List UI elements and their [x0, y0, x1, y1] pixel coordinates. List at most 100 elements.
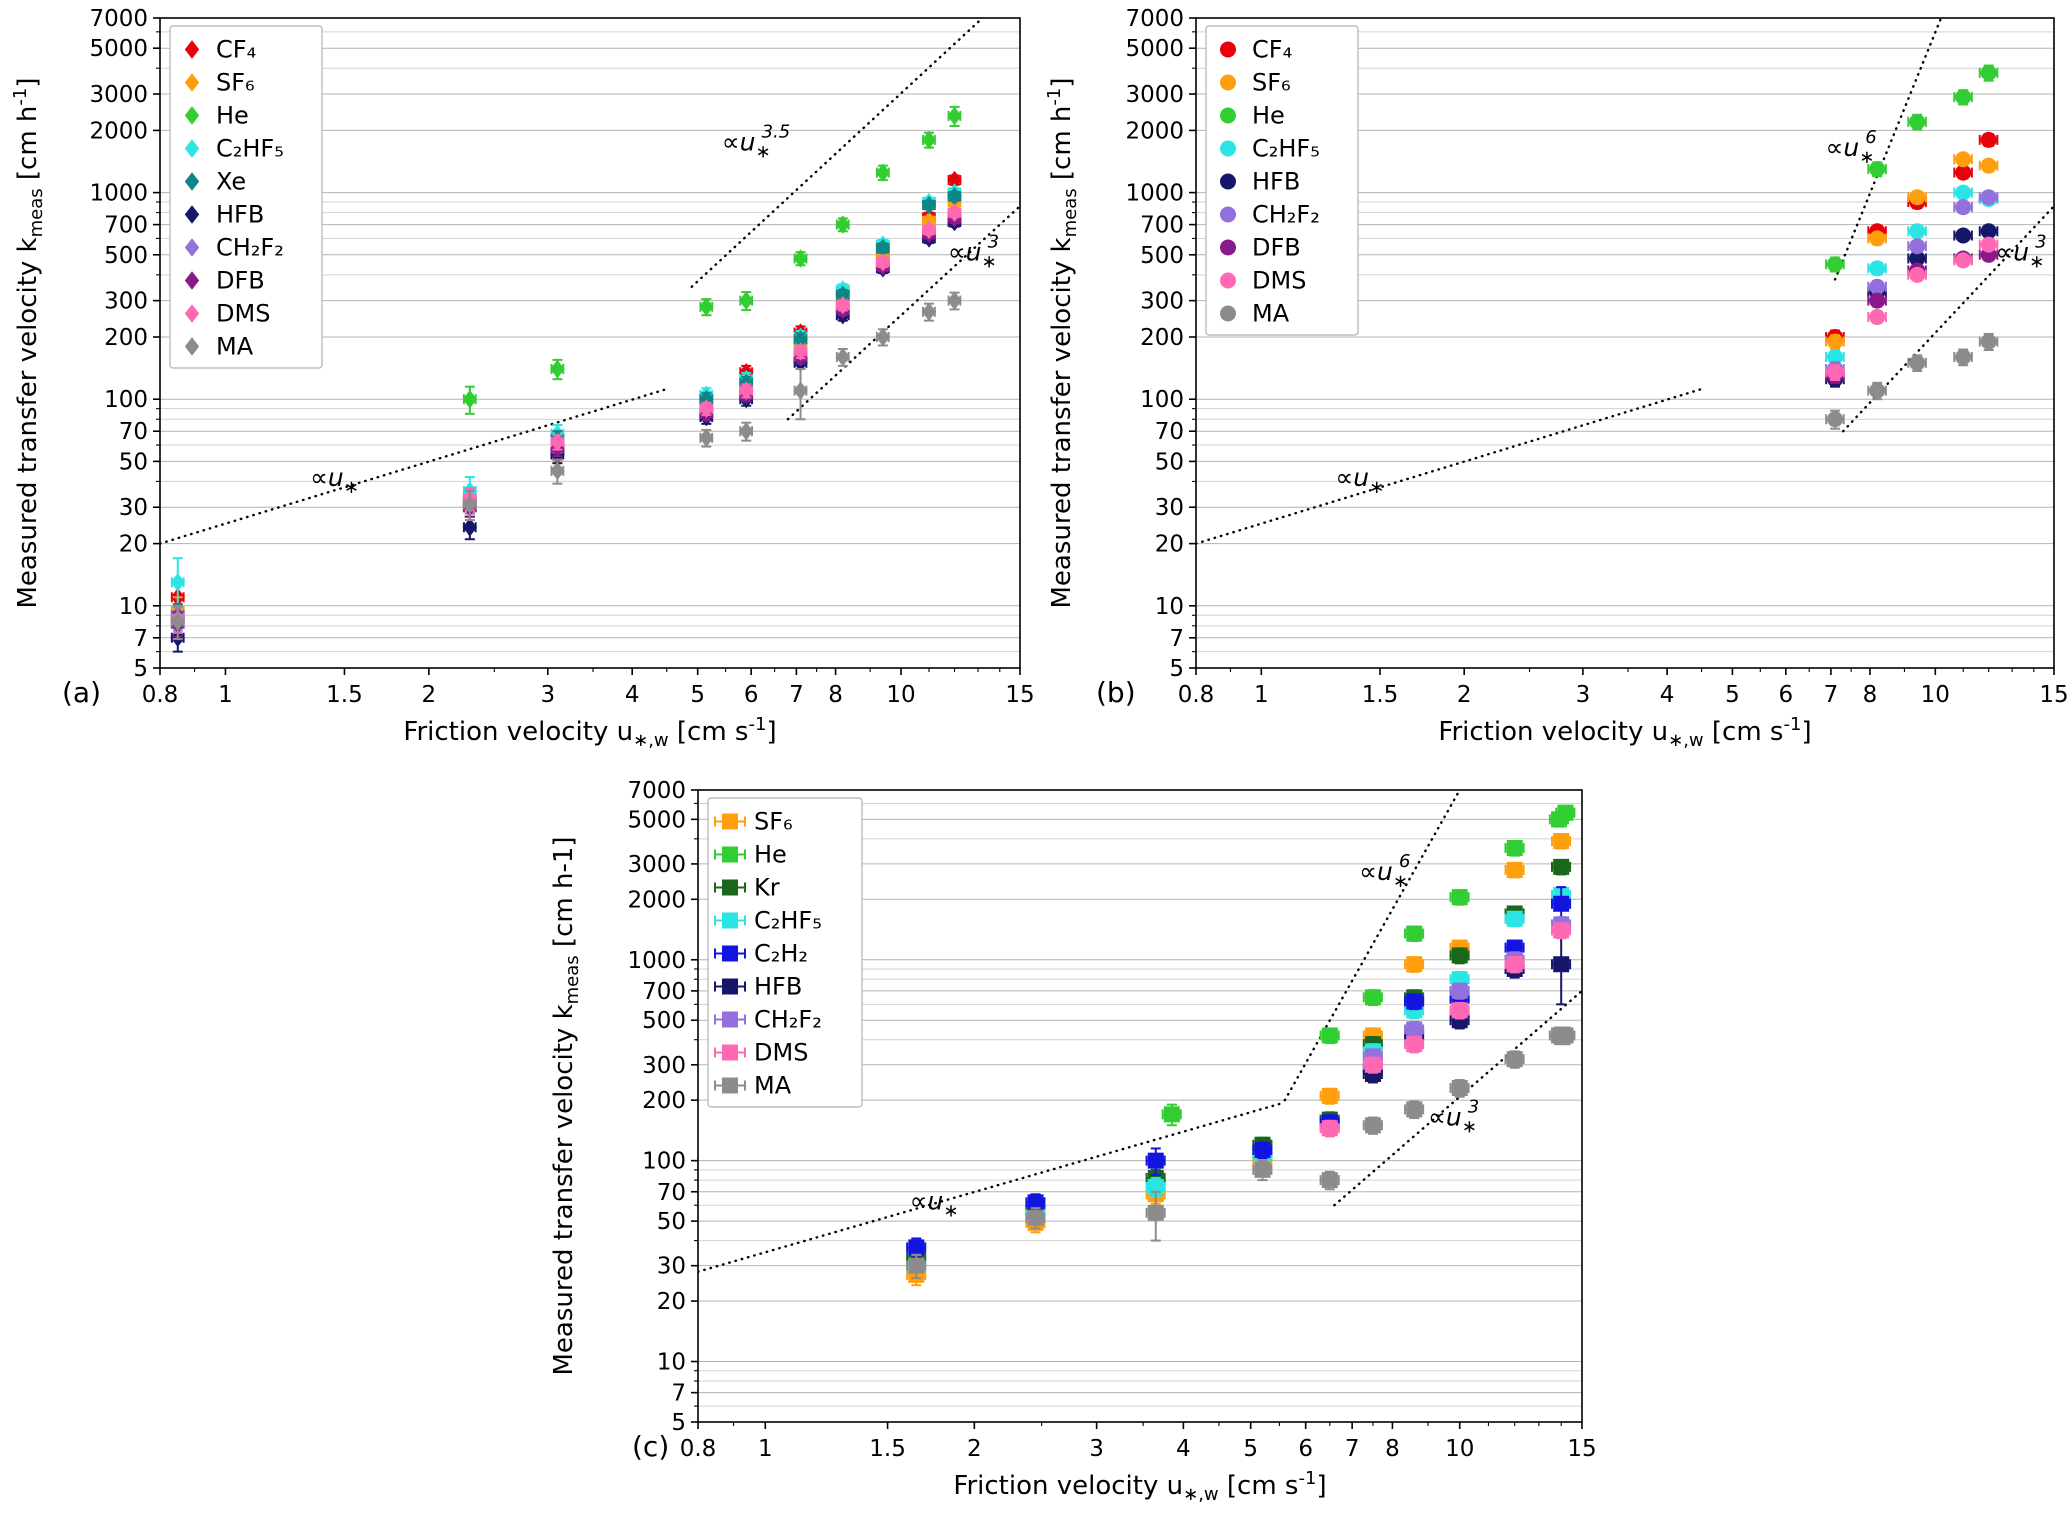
x-tick-label: 5 [1243, 1436, 1258, 1462]
y-tick-label: 1000 [627, 948, 686, 974]
legend-label: DMS [754, 1039, 808, 1067]
panel-label: (a) [62, 676, 101, 709]
y-tick-label: 70 [657, 1180, 686, 1206]
legend-label: C₂HF₅ [754, 907, 822, 935]
y-tick-label: 50 [657, 1209, 686, 1235]
series-SF [1825, 151, 1999, 350]
x-tick-label: 3 [1576, 682, 1591, 708]
x-tick-label: 0.8 [142, 682, 179, 708]
x-tick-label: 2 [422, 682, 437, 708]
x-axis-title: Friction velocity u∗,w [cm s-1] [953, 1468, 1326, 1505]
y-tick-label: 20 [1155, 532, 1184, 558]
guide-label: ∝u∗ [310, 463, 359, 498]
x-tick-label: 15 [1567, 1436, 1596, 1462]
y-tick-label: 700 [642, 979, 686, 1005]
guide-label: ∝u∗ [910, 1187, 959, 1222]
y-tick-label: 500 [1140, 243, 1184, 269]
x-tick-label: 1 [758, 1436, 773, 1462]
ticks: 0.8 1 1.5 2 3 4 5 6 7 8 10 155710203050701002003005… [89, 6, 1033, 708]
y-tick-label: 1000 [89, 181, 148, 207]
legend-label: HFB [1252, 168, 1300, 196]
y-tick-label: 70 [1155, 419, 1184, 445]
x-tick-label: 1.5 [1362, 682, 1399, 708]
x-tick-label: 8 [828, 682, 843, 708]
x-tick-label: 7 [1345, 1436, 1360, 1462]
y-tick-label: 70 [119, 419, 148, 445]
series-DMS [1825, 236, 1999, 381]
axes-frame [1195, 17, 2055, 669]
x-tick-label: 8 [1863, 682, 1878, 708]
y-tick-label: 20 [119, 532, 148, 558]
y-tick-label: 10 [657, 1350, 686, 1376]
y-axis-title: Measured transfer velocity kmeas [cm h-1… [10, 77, 47, 608]
y-tick-label: 2000 [89, 118, 148, 144]
legend-label: SF₆ [754, 808, 793, 836]
y-tick-label: 100 [104, 387, 148, 413]
panel-b: ∝u∗ ∝u∗6 ∝u∗3 0.8 1 1.5 2 3 4 5 6 7 8 10 15 5 7 10 20 30 50 7… [1034, 0, 2067, 772]
x-tick-label: 7 [1824, 682, 1839, 708]
x-tick-label: 1 [1254, 682, 1269, 708]
y-tick-label: 500 [642, 1008, 686, 1034]
y-tick-label: 10 [1155, 594, 1184, 620]
y-tick-label: 5000 [1125, 36, 1184, 62]
y-tick-label: 5000 [627, 807, 686, 833]
y-tick-label: 5 [1169, 656, 1184, 682]
legend-label: SF₆ [216, 69, 255, 97]
power-law-guides [698, 790, 1582, 1273]
x-tick-label: 15 [1005, 682, 1033, 708]
legend-label: He [1252, 102, 1285, 130]
guide-label: ∝u∗6 [1825, 127, 1876, 168]
x-tick-label: 3 [540, 682, 555, 708]
x-tick-label: 4 [625, 682, 640, 708]
y-tick-label: 100 [1140, 387, 1184, 413]
y-tick-label: 7000 [627, 778, 686, 804]
y-tick-label: 200 [104, 325, 148, 351]
x-tick-label: 4 [1176, 1436, 1191, 1462]
x-tick-label: 10 [886, 682, 915, 708]
guide-label: ∝u∗3.5 [722, 121, 790, 162]
x-tick-label: 5 [690, 682, 705, 708]
y-axis-title: Measured transfer velocity kmeas [cm h-1… [1044, 77, 1081, 608]
y-tick-label: 200 [1140, 325, 1184, 351]
series-MA [906, 1026, 1576, 1280]
guide-label: ∝u∗ [1335, 463, 1384, 498]
x-tick-label: 1 [218, 682, 233, 708]
series-He [462, 105, 962, 415]
series-Kr [906, 858, 1572, 1270]
x-tick-label: 6 [744, 682, 759, 708]
legend-label: He [754, 841, 787, 869]
y-tick-label: 7 [1169, 626, 1184, 652]
series-CHF [1825, 189, 1999, 378]
series-MA [170, 291, 962, 641]
legend-label: HFB [754, 973, 802, 1001]
y-tick-label: 300 [642, 1053, 686, 1079]
x-axis-title: Friction velocity u∗,w [cm s-1] [1438, 714, 1811, 751]
series-He [1825, 64, 1999, 273]
series-He [1161, 804, 1576, 1127]
y-axis-title: Measured transfer velocity kmeas [cm h-1… [549, 836, 583, 1375]
y-tick-label: 30 [657, 1254, 686, 1280]
gridlines [160, 17, 1020, 669]
legend-label: C₂H₂ [754, 940, 808, 968]
legend-label: CH₂F₂ [1252, 201, 1320, 229]
axes-frame [159, 17, 1021, 669]
x-tick-label: 7 [789, 682, 804, 708]
series-CHF [906, 887, 1572, 1280]
y-tick-label: 300 [1140, 289, 1184, 315]
y-tick-label: 50 [1155, 449, 1184, 475]
x-tick-label: 0.8 [680, 1436, 717, 1462]
y-tick-label: 500 [104, 243, 148, 269]
legend-label: C₂HF₅ [1252, 135, 1320, 163]
legend-label: He [216, 102, 249, 130]
x-tick-label: 10 [1445, 1436, 1474, 1462]
x-tick-label: 3 [1089, 1436, 1104, 1462]
y-tick-label: 2000 [1125, 118, 1184, 144]
x-tick-label: 2 [967, 1436, 982, 1462]
series-DMS [1319, 922, 1572, 1138]
panel-c-chart: ∝u∗∝u∗6∝u∗30.8 1 1.5 2 3 4 5 6 7 8 10 1557102030507… [549, 778, 1597, 1505]
guide-label: ∝u∗3 [948, 231, 999, 272]
y-tick-label: 5000 [89, 36, 148, 62]
x-axis-title: Friction velocity u∗,w [cm s-1] [403, 714, 776, 751]
legend-label: DFB [216, 267, 265, 295]
legend-label: C₂HF₅ [216, 135, 284, 163]
